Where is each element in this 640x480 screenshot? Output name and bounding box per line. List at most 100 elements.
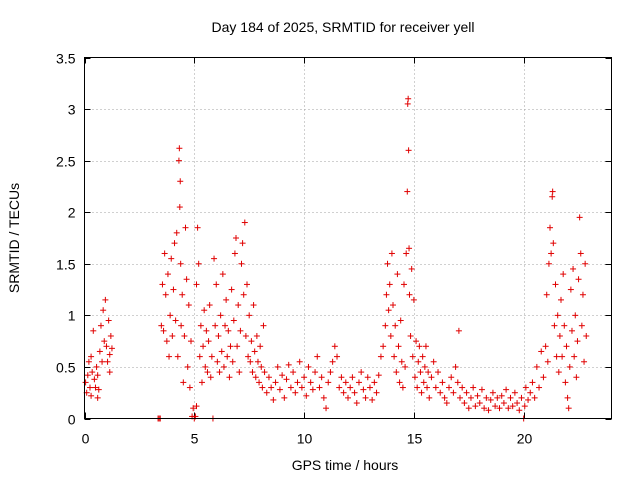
data-point [568,327,575,334]
data-point [516,407,523,414]
data-point [362,394,369,401]
y-tick-label: 3 [68,102,76,118]
data-point [554,312,561,319]
data-point [548,250,555,257]
data-point [443,400,450,407]
data-point [583,332,590,339]
data-point [158,322,165,329]
data-point [511,389,518,396]
data-point [316,384,323,391]
data-point [567,286,574,293]
data-point [383,291,390,298]
data-point [396,379,403,386]
data-point [522,384,529,391]
data-point [407,332,414,339]
data-point [318,374,325,381]
data-point [406,291,413,298]
data-point [415,358,422,365]
data-point [241,219,248,226]
data-point [399,384,406,391]
data-point [421,363,428,370]
data-point [559,353,566,360]
data-point [514,400,521,407]
data-point [169,332,176,339]
data-point [425,369,432,376]
data-point [386,281,393,288]
y-axis-ticks: 0 0.5 1 1.5 2 2.5 3 3.5 [56,51,612,428]
data-points [82,95,590,422]
x-tick-label: 0 [82,431,90,447]
data-point [287,384,294,391]
data-point [494,394,501,401]
data-point [403,250,410,257]
y-tick-label: 0.5 [56,360,76,376]
data-point [402,363,409,370]
data-point [170,286,177,293]
data-point [390,302,397,309]
data-point [234,343,241,350]
data-point [410,296,417,303]
data-point [496,405,503,412]
data-point [166,353,173,360]
data-point [377,353,384,360]
y-axis-label: SRMTID / TECUs [6,183,22,293]
data-point [395,343,402,350]
data-point [239,240,246,247]
data-point [521,403,528,410]
data-point [393,369,400,376]
data-point [474,392,481,399]
data-point [307,379,314,386]
data-point [353,400,360,407]
x-axis-ticks: 0 5 10 15 20 [82,57,532,447]
data-point [340,389,347,396]
data-point [505,405,512,412]
data-point [101,338,108,345]
data-point [545,260,552,267]
data-point [472,403,479,410]
data-point [409,353,416,360]
data-point [550,240,557,247]
data-point [106,351,113,358]
data-point [257,343,264,350]
data-point [230,317,237,324]
data-point [204,369,211,376]
data-point [160,327,167,334]
data-point [388,250,395,257]
data-point [172,317,179,324]
data-point [207,374,214,381]
data-point [349,374,356,381]
data-point [259,384,266,391]
data-point [564,394,571,401]
data-point [260,322,267,329]
data-point [222,322,229,329]
data-point [233,235,240,241]
data-point [572,312,579,319]
data-point [470,384,477,391]
data-point [578,322,585,329]
data-point [206,302,213,309]
data-point [574,338,581,345]
data-point [420,379,427,386]
data-point [347,384,354,391]
data-point [405,147,412,154]
data-point [200,343,207,350]
data-point [184,363,191,370]
data-point [418,389,425,396]
data-point [483,394,490,401]
data-point [231,250,238,257]
data-point [85,358,92,365]
data-point [303,392,310,399]
data-point [492,403,499,410]
data-point [384,260,391,267]
data-point [411,374,418,381]
data-point [557,296,564,303]
data-point [108,345,115,352]
data-point [196,353,203,360]
data-point [285,361,292,368]
data-point [538,348,545,355]
x-tick-label: 5 [191,431,199,447]
data-point [463,389,470,396]
data-point [552,281,559,288]
data-point [163,338,170,345]
